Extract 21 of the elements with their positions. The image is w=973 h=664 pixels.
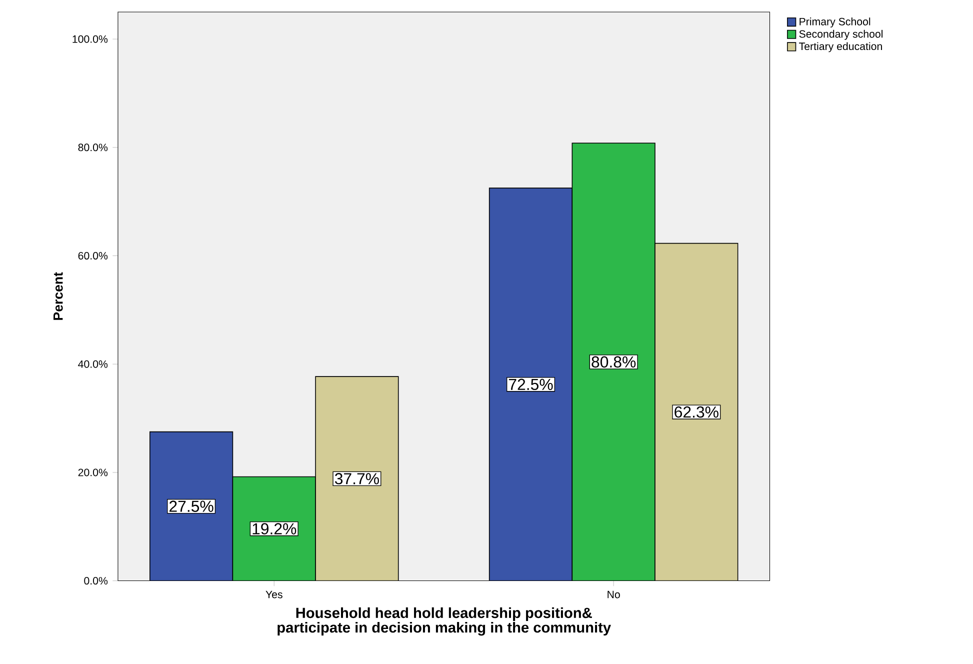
y-tick-label: 80.0% [78,144,108,152]
legend-label: Tertiary education [799,42,882,52]
y-tick-label: 0.0% [84,577,108,585]
bar [488,188,573,581]
y-tick-label: 40.0% [78,360,108,368]
x-tick-label: Yes [266,590,282,598]
y-tick-label: 60.0% [78,252,108,260]
data-label: 37.7% [334,473,379,484]
legend-label: Secondary school [799,30,883,40]
legend-label: Primary School [800,18,870,28]
data-label: 62.3% [674,406,718,418]
x-tick-label: No [608,590,620,598]
x-axis-title: Household head hold leadership position& participate in decision making in the community [278,607,611,636]
y-tick-label: 20.0% [78,468,108,476]
data-label: 80.8% [592,356,636,368]
bar [149,432,234,581]
data-label: 72.5% [508,378,553,390]
y-axis-title: Percent [54,272,63,320]
data-label: 19.2% [252,523,296,535]
y-tick-label: 100.0% [72,35,108,43]
data-label: 27.5% [169,500,214,512]
